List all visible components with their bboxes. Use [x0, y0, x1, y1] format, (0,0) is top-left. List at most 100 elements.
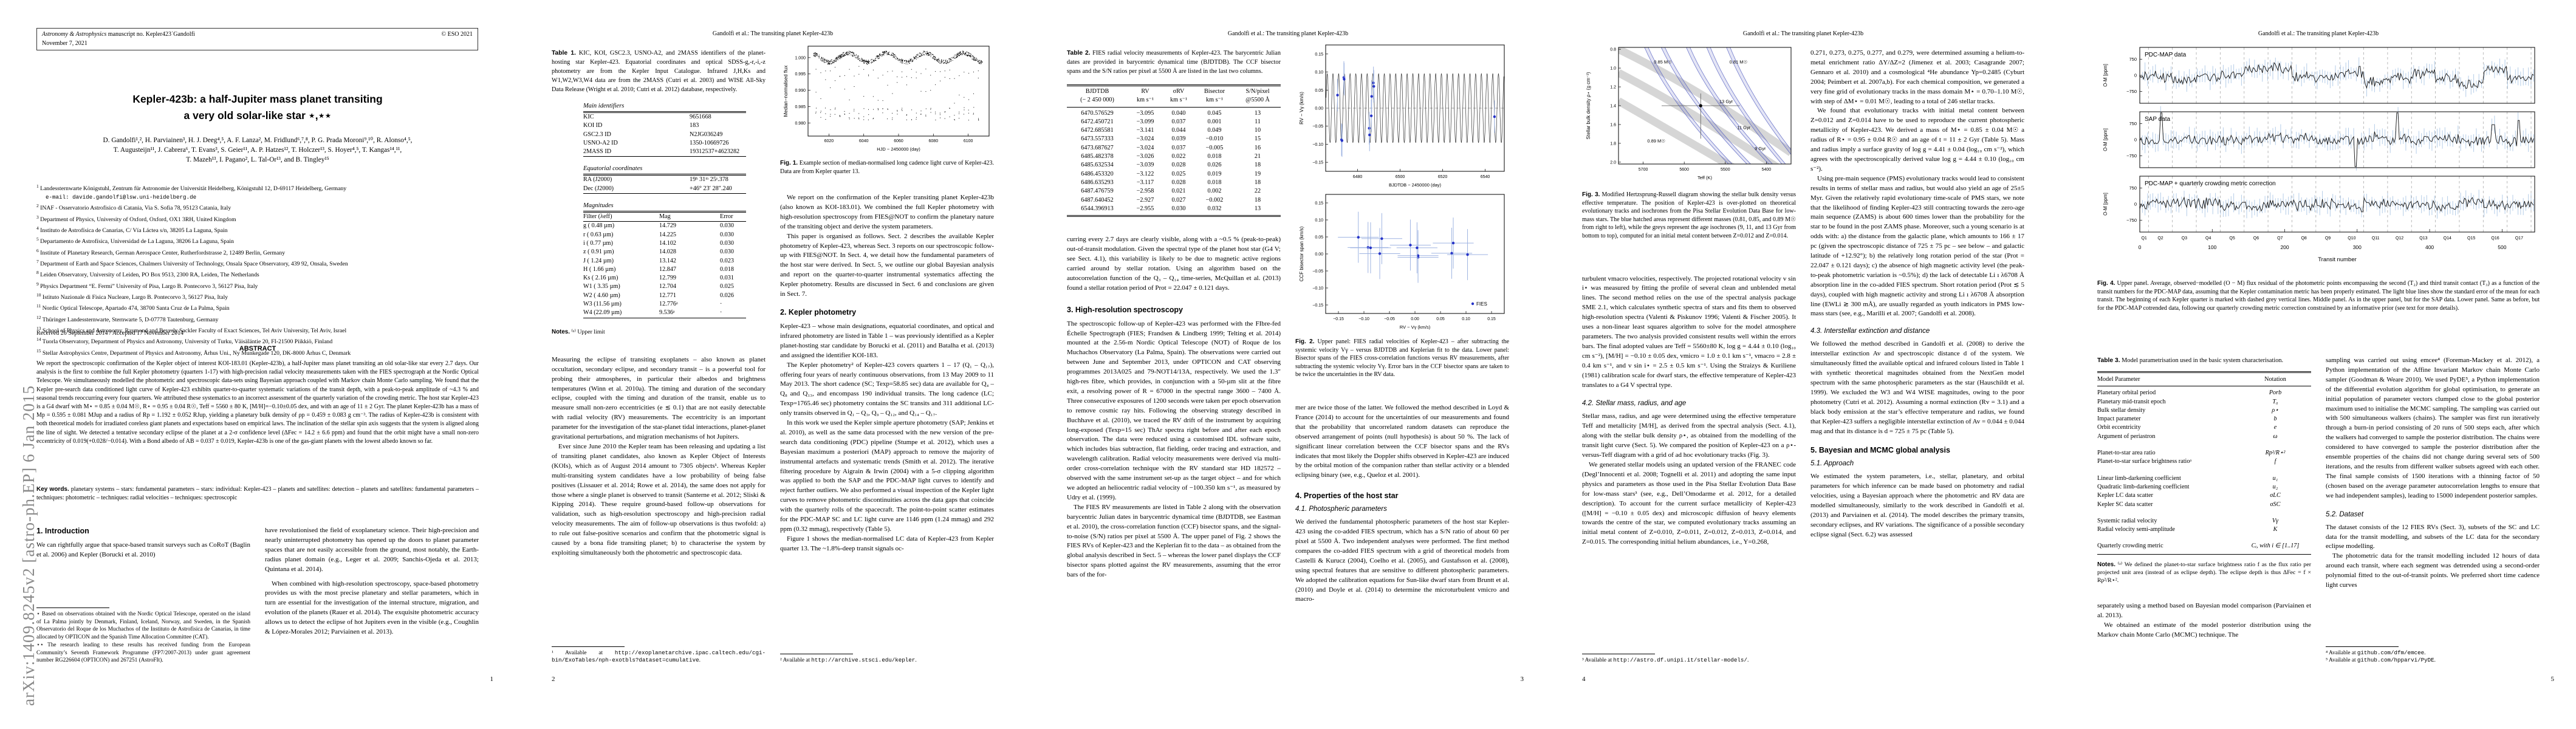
- svg-text:0: 0: [2134, 73, 2137, 78]
- svg-text:0.85 M☉: 0.85 M☉: [1654, 59, 1672, 64]
- svg-text:6540: 6540: [1481, 175, 1490, 179]
- svg-text:11 Gyr: 11 Gyr: [1737, 125, 1750, 131]
- page-3: Gandolfi et al.: The transiting planet K…: [1030, 0, 1546, 729]
- affiliation: 10 Istituto Nazionale di Fisica Nucleare…: [36, 292, 228, 301]
- rv-row: 6487.640452 −2.927 0.027 −0.002 18: [1081, 196, 1261, 204]
- fig1-caption: Fig. 1. Example section of median-normal…: [780, 160, 994, 175]
- svg-text:0.00: 0.00: [1315, 107, 1323, 111]
- footnote-star: ⋆ Based on observations obtained with th…: [36, 611, 250, 641]
- svg-text:0: 0: [2139, 244, 2142, 250]
- footnote-2: ² Available at http://archive.stsci.edu/…: [780, 657, 917, 664]
- svg-text:SAP data: SAP data: [2145, 116, 2171, 123]
- fig3-caption: Fig. 3. Modified Hertzsprung-Russell dia…: [1582, 191, 1796, 239]
- page-number: 3: [1520, 676, 1524, 683]
- table-row: KIC 9651668: [583, 114, 711, 120]
- page-1: arXiv:1409.8245v2 [astro-ph.EP] 6 Jan 20…: [0, 0, 515, 729]
- table3: Model Parameter Notation Planetary orbita…: [2097, 371, 2311, 555]
- journal-name: Astronomy & Astrophysics: [42, 31, 107, 38]
- p5-right-column: sampling was carried out using emcee⁴ (F…: [2326, 356, 2540, 665]
- svg-text:−0.10: −0.10: [1312, 143, 1323, 147]
- svg-text:1.2: 1.2: [1610, 86, 1616, 90]
- table3-caption: Table 3. Model parametrisation used in t…: [2097, 357, 2284, 364]
- manuscript-no: manuscript no. Kepler423˙Gandolfi: [106, 31, 195, 38]
- table-row: Impact parameter b: [2097, 416, 2277, 423]
- table-row: r ( 0.63 µm) 14.225 0.030: [583, 231, 734, 238]
- svg-text:500: 500: [2498, 244, 2506, 250]
- paragraph: We report on the confirmation of the Kep…: [780, 194, 994, 230]
- svg-text:−750: −750: [2126, 89, 2137, 94]
- paragraph: Kepler-423 – whose main designations, eq…: [780, 322, 994, 359]
- table-row: Kepler LC data scatter σLC: [2097, 492, 2281, 499]
- svg-text:Q8: Q8: [2301, 236, 2306, 241]
- table1-magnitudes: g ( 0.48 µm) 14.729 0.030 r ( 0.63 µm) 14.22…: [583, 222, 746, 317]
- table1-notes: Notes. ⁽ᵃ⁾ Upper limit: [552, 328, 605, 335]
- svg-text:−750: −750: [2126, 153, 2137, 159]
- table-row: Kepler SC data scatter σSC: [2097, 501, 2281, 508]
- svg-text:−0.05: −0.05: [1312, 270, 1323, 274]
- footnote-url: github.com/dfm/emcee: [2357, 649, 2425, 656]
- p2-right-column: We report on the confirmation of the Kep…: [780, 193, 994, 665]
- svg-text:Q2: Q2: [2157, 236, 2163, 241]
- svg-text:0.89 M☉: 0.89 M☉: [1647, 138, 1665, 143]
- affiliation: 4 Instituto de Astrofísica de Canarias, …: [36, 225, 228, 234]
- svg-text:−0.10: −0.10: [1312, 287, 1323, 291]
- paragraph: Measuring the eclipse of transiting exop…: [552, 355, 766, 441]
- svg-text:1.0: 1.0: [1610, 67, 1616, 71]
- rv-row: 6470.576529 −3.095 0.040 0.045 13: [1081, 109, 1261, 117]
- paragraph: The photometric data for the transit mod…: [2326, 552, 2540, 589]
- table-row: W2 ( 4.60 µm) 12.771 0.026: [583, 292, 734, 299]
- p4-left-column: Fig. 3. Modified Hertzsprung-Russell dia…: [1582, 191, 1796, 665]
- table-row: Linear limb-darkening coefficient u₁: [2097, 474, 2278, 482]
- footnote-4: ⁴ Available at github.com/dfm/emcee.: [2326, 649, 2426, 656]
- section-1-heading: 1. Introduction: [36, 527, 89, 535]
- svg-text:Q11: Q11: [2372, 236, 2380, 241]
- page-5: Gandolfi et al.: The transiting planet K…: [2061, 0, 2576, 729]
- table-row: RA (J2000) 19ʰ 31ᵐ 25ˢ.378: [583, 176, 728, 183]
- svg-text:0.81 M☉: 0.81 M☉: [1730, 59, 1748, 64]
- author-line: T. Mazeh¹³, I. Pagano², L. Tal-Or¹³, and…: [186, 156, 329, 163]
- section-4-3-heading: 4.3. Interstellar extinction and distanc…: [1810, 327, 1930, 335]
- table-row: W4 (22.09 µm) 9.536ᵃ ·: [583, 309, 722, 317]
- svg-text:1.4: 1.4: [1610, 104, 1616, 109]
- page-number: 1: [490, 676, 494, 683]
- table2-header1: BJDTDB RV σRV Bisector S/N/pixel: [1085, 88, 1270, 95]
- fig4-caption: Fig. 4. Upper panel. Average, observed−m…: [2097, 280, 2540, 312]
- paragraph: We obtained an estimate of the model pos…: [2097, 621, 2311, 639]
- paragraph: We followed the method described in Gand…: [1810, 340, 2024, 435]
- section-3-heading: 3. High-resolution spectroscopy: [1067, 305, 1184, 314]
- table-row: Planetary mid-transit epoch T₀: [2097, 398, 2278, 405]
- affiliation: 1 Landessternwarte Königstuhl, Zentrum f…: [36, 182, 479, 202]
- page-number: 5: [2550, 676, 2555, 683]
- running-head: Gandolfi et al.: The transiting planet K…: [1742, 30, 1864, 37]
- paragraph: In this work we used the Kepler simple a…: [780, 419, 994, 533]
- affiliation: 9 Physics Department “E. Fermi” Universi…: [36, 281, 258, 290]
- table-row: USNO-A2 ID 1350-10669726: [583, 139, 729, 146]
- affiliation: 14 Tuorla Observatory, Department of Phy…: [36, 337, 333, 346]
- fig1-caption-wrap: Fig. 1. Example section of median-normal…: [780, 159, 994, 176]
- svg-text:5700: 5700: [1639, 168, 1648, 172]
- p1-right-column: have revolutionised the field of exoplan…: [265, 526, 479, 665]
- affiliation: 3 Department of Physics, University of O…: [36, 214, 236, 223]
- paragraph: have revolutionised the field of exoplan…: [265, 527, 479, 573]
- table1-section: Main identifiers: [583, 103, 625, 109]
- affiliation: 11 Nordic Optical Telescope, Apartado 47…: [36, 303, 230, 312]
- footnote-url: http://archive.stsci.edu/kepler: [811, 657, 916, 664]
- running-head: Gandolfi et al.: The transiting planet K…: [2258, 30, 2379, 37]
- svg-text:−0.15: −0.15: [1312, 304, 1323, 308]
- received-accepted: Received 26 September 2014 / Accepted 17…: [36, 330, 184, 337]
- table-row: KOI ID 183: [583, 122, 699, 129]
- paragraph: The Kepler photometry² of Kepler-423 cov…: [780, 361, 994, 417]
- footnote-starstar: ⋆⋆ The research leading to these results…: [36, 642, 250, 664]
- rv-row: 6544.396913 −2.955 0.030 0.032 13: [1081, 205, 1261, 212]
- fig4-residual-panels: 750 0 −750 O-M [ppm] PDC-MAP data 750 0 −750 O-M…: [2103, 47, 2535, 263]
- svg-text:−0.15: −0.15: [1333, 317, 1344, 321]
- table2-rows: 6470.576529 −3.095 0.040 0.045 13 6472.450721…: [1067, 109, 1281, 214]
- keywords-label: Key words.: [36, 486, 69, 493]
- affiliation: 15 Stellar Astrophysics Centre, Departme…: [36, 347, 351, 357]
- svg-text:Q9: Q9: [2325, 236, 2331, 241]
- svg-text:HJD − 2450000 (day): HJD − 2450000 (day): [877, 146, 920, 152]
- table-row: GSC2.3 ID N2JG036249: [583, 131, 723, 138]
- svg-text:2.0: 2.0: [1610, 160, 1616, 165]
- section-5-2-heading: 5.2. Dataset: [2326, 510, 2364, 518]
- table-row: J ( 1.24 µm) 13.142 0.023: [583, 257, 734, 264]
